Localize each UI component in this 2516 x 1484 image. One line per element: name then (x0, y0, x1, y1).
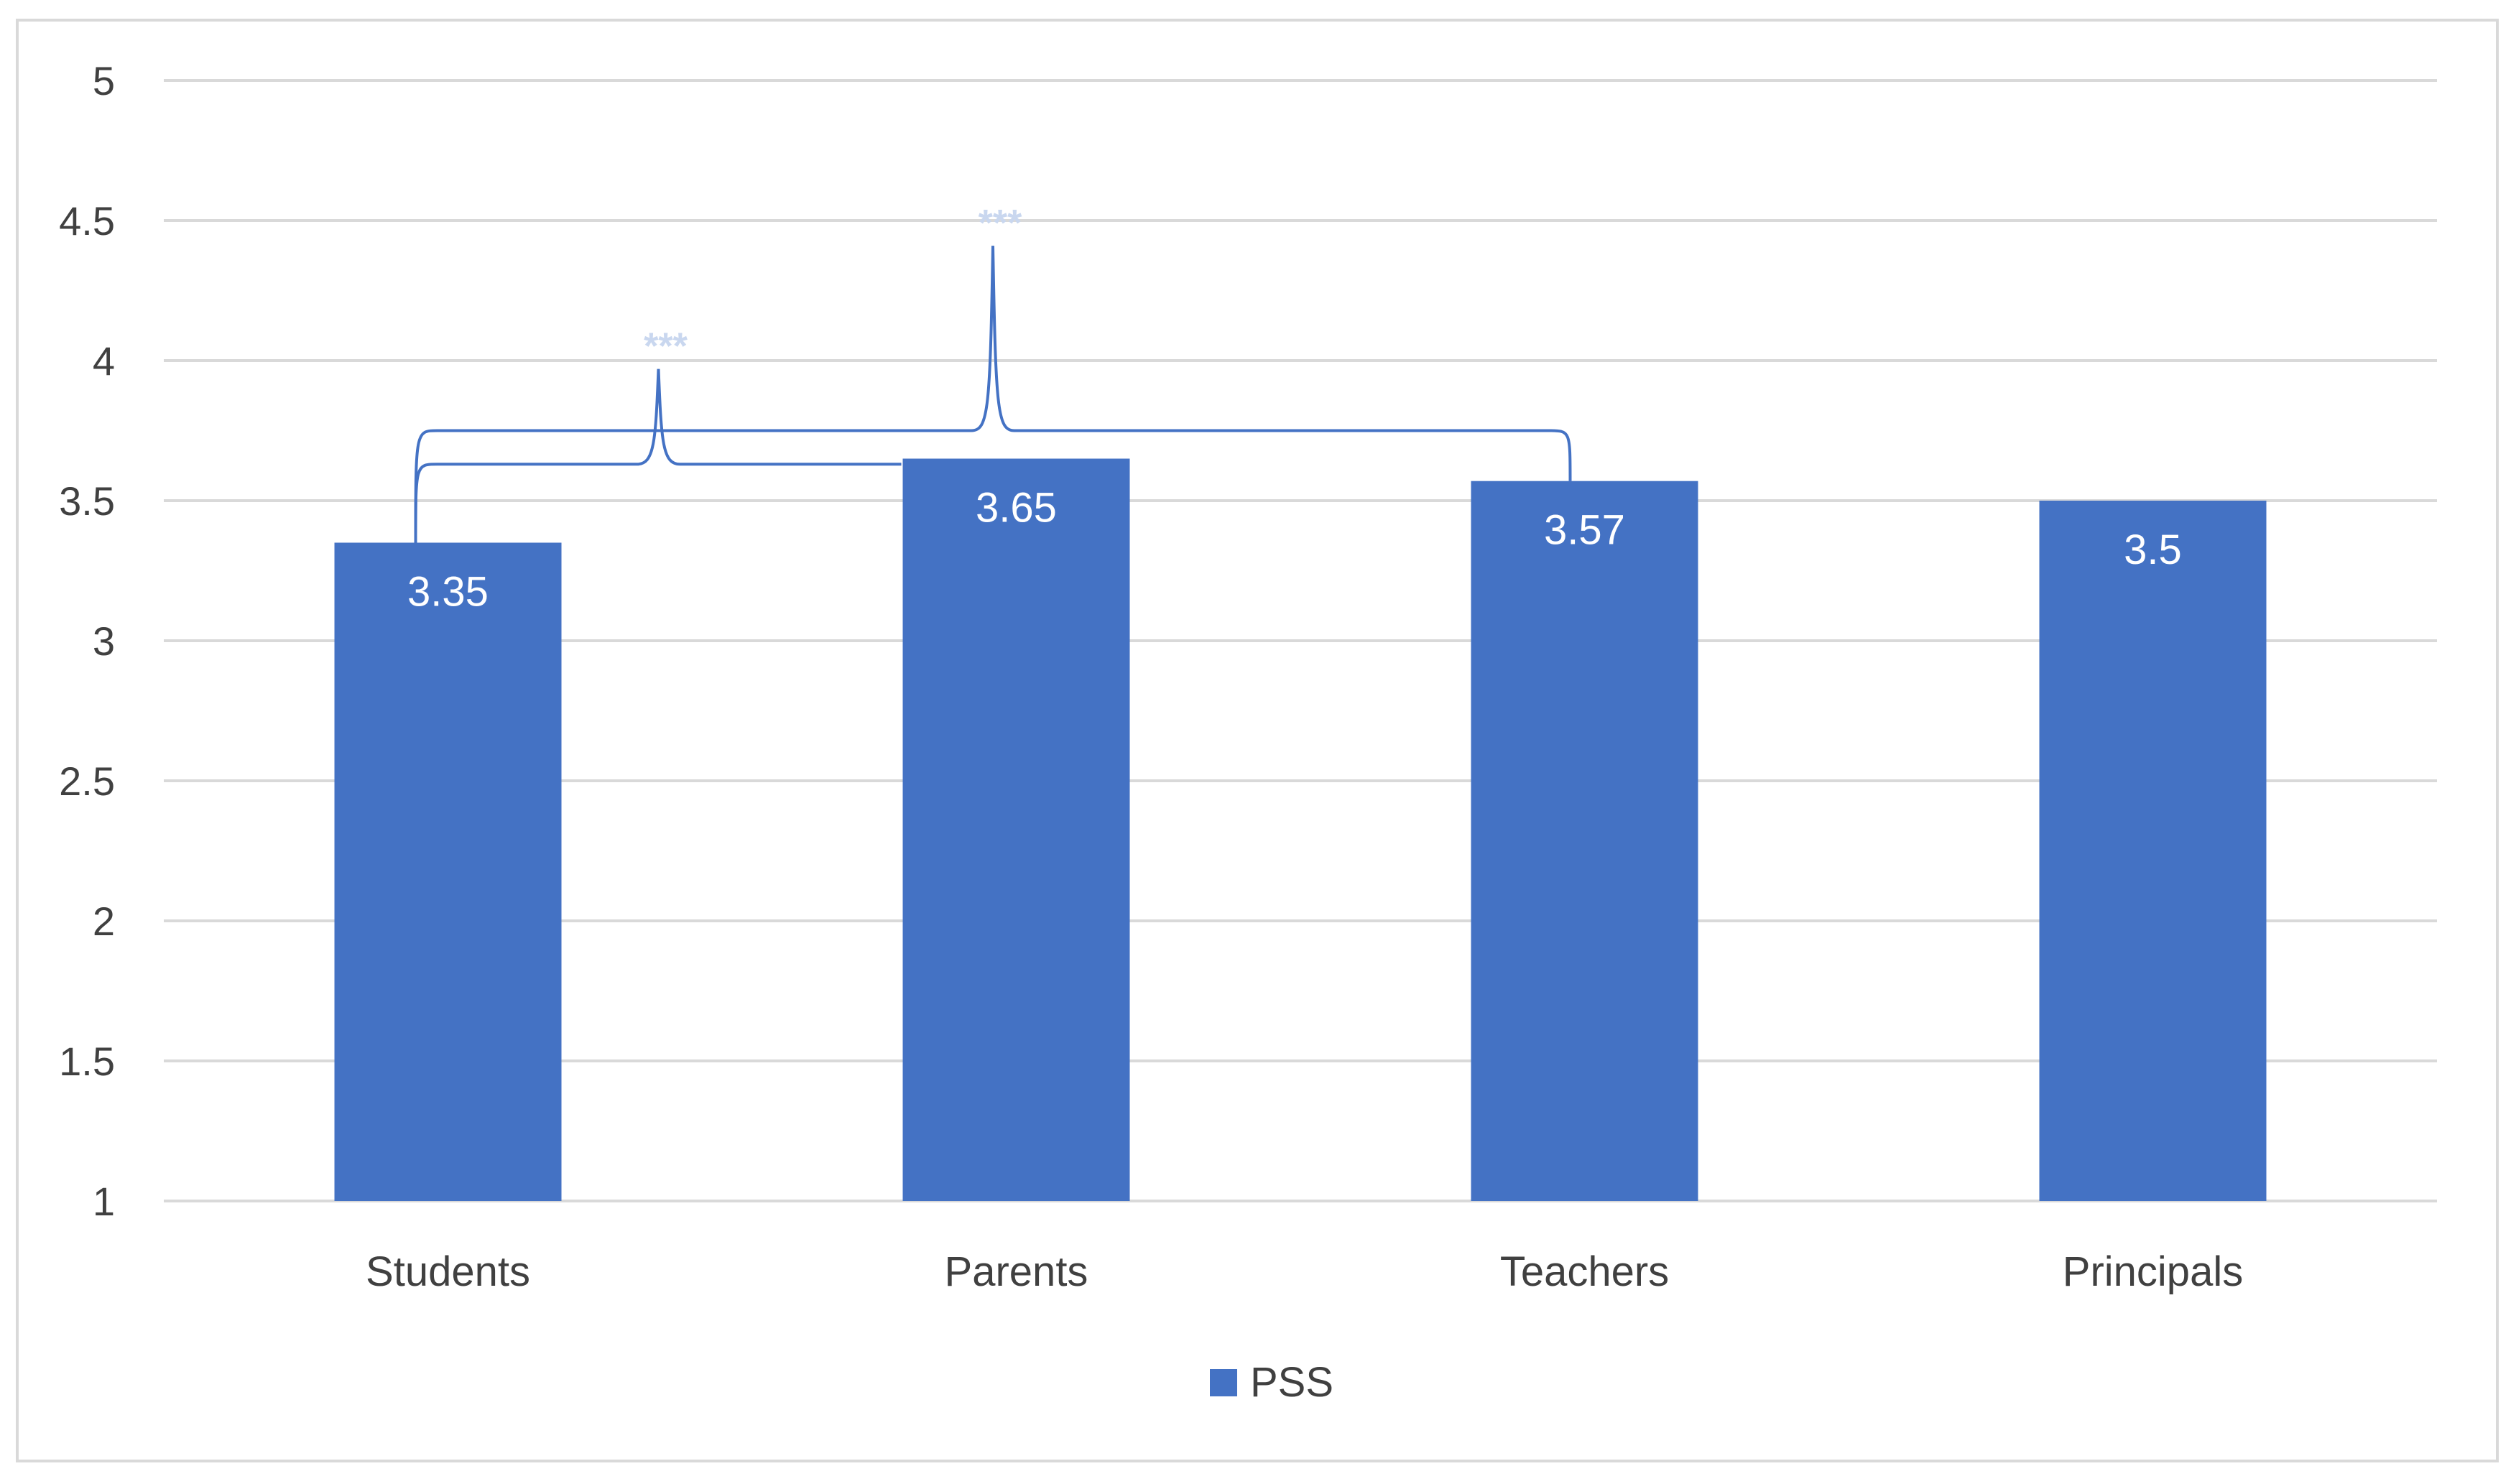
legend-swatch-pss (1210, 1369, 1237, 1396)
data-label: 3.57 (1544, 507, 1625, 554)
significance-bracket (414, 246, 1572, 543)
data-label: 3.35 (407, 569, 489, 616)
x-category-label: Teachers (1500, 1248, 1669, 1295)
significance-bracket (414, 368, 902, 543)
bar-teachers (1471, 481, 1698, 1201)
y-tick-label: 1.5 (59, 1039, 115, 1084)
legend: PSS (1210, 1359, 1333, 1406)
bar-principals (2039, 501, 2267, 1201)
y-tick-label: 2.5 (59, 759, 115, 804)
significance-stars: *** (644, 326, 688, 368)
data-label: 3.65 (976, 485, 1057, 532)
significance-annotations: *** *** (414, 203, 1572, 543)
y-tick-label: 4.5 (59, 198, 115, 244)
data-labels: 3.35 3.65 3.57 3.5 (407, 485, 2182, 616)
y-tick-label: 5 (93, 58, 115, 103)
bar-students (334, 542, 562, 1201)
data-label: 3.5 (2124, 527, 2182, 573)
x-category-label: Students (366, 1248, 530, 1295)
y-axis-ticks: 1 1.5 2 2.5 3 3.5 4 4.5 5 (59, 58, 115, 1224)
x-category-label: Parents (945, 1248, 1088, 1295)
x-category-label: Principals (2063, 1248, 2243, 1295)
bar-parents (902, 458, 1130, 1201)
x-axis-categories: Students Parents Teachers Principals (366, 1248, 2243, 1295)
y-tick-label: 3.5 (59, 478, 115, 524)
bars (334, 458, 2267, 1201)
y-tick-label: 4 (93, 338, 115, 384)
legend-label-pss: PSS (1250, 1359, 1333, 1406)
y-tick-label: 2 (93, 899, 115, 944)
significance-stars: *** (979, 203, 1022, 244)
y-tick-label: 3 (93, 618, 115, 664)
y-tick-label: 1 (93, 1179, 115, 1224)
